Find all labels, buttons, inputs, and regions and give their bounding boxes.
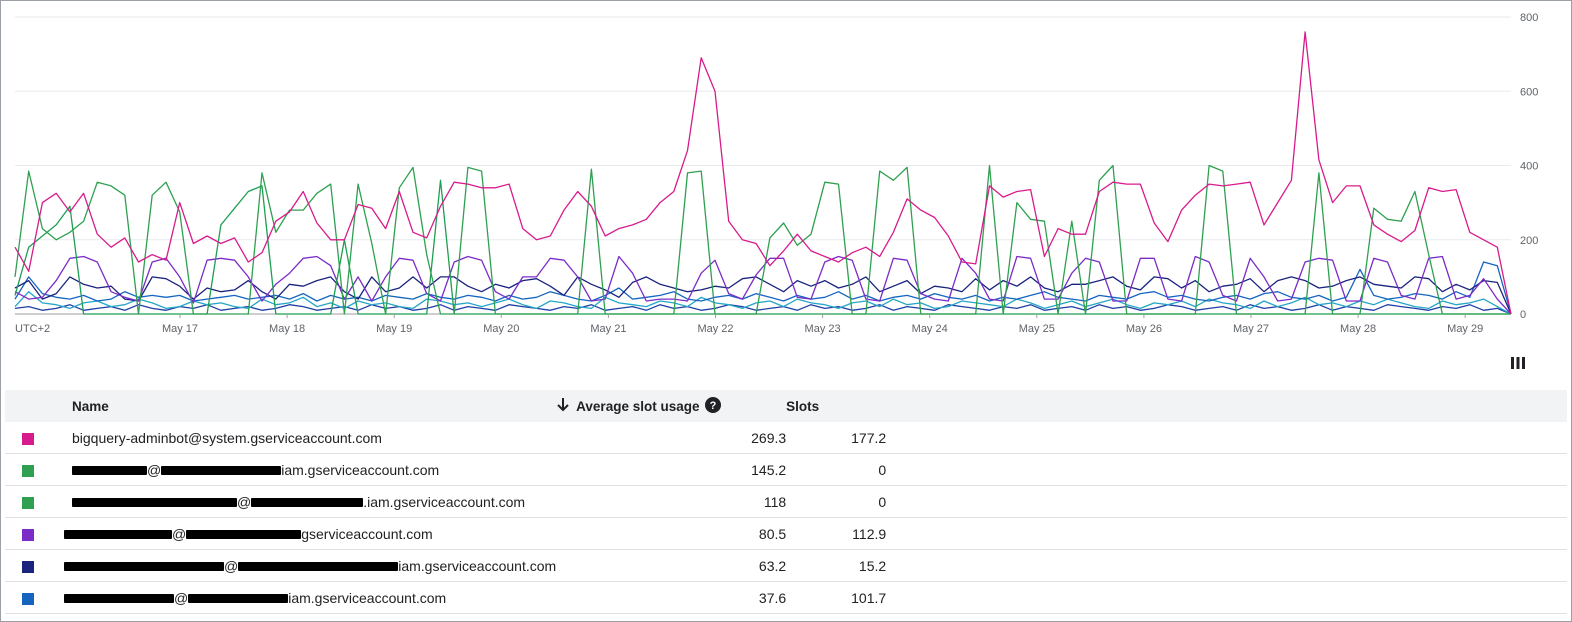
- avg-slot-value: 63.2: [556, 549, 787, 582]
- redaction-bar: [64, 562, 224, 572]
- svg-text:?: ?: [710, 400, 717, 412]
- series-color-swatch: [22, 528, 34, 541]
- slots-value: 0: [786, 453, 887, 486]
- series-line: [14, 255, 1512, 315]
- filler-header: [886, 390, 1567, 422]
- chart-grid: [15, 16, 1511, 315]
- avg-slot-value: 80.5: [556, 517, 787, 550]
- series-line: [14, 31, 1512, 315]
- view-column-icon[interactable]: [1510, 355, 1526, 371]
- x-tick-label: May 19: [376, 323, 412, 335]
- timezone-label: UTC+2: [15, 323, 50, 335]
- series-line: [14, 276, 1512, 315]
- chart-series-group: [14, 31, 1512, 315]
- slots-column-header[interactable]: Slots: [786, 390, 887, 422]
- account-name: @ iam.gserviceaccount.com: [64, 558, 556, 574]
- redaction-bar: [72, 466, 147, 476]
- series-line: [14, 291, 1512, 315]
- avg-slot-value: 118: [556, 485, 787, 518]
- x-tick-label: May 22: [697, 323, 733, 335]
- redaction-bar: [186, 530, 302, 540]
- account-name: @ .iam.gserviceaccount.com: [72, 494, 525, 510]
- y-tick-label: 600: [1520, 86, 1538, 98]
- arrow-down-icon[interactable]: [556, 397, 570, 416]
- table-row[interactable]: @ iam.gserviceaccount.com 145.2 0: [5, 453, 1567, 486]
- x-tick-label: May 29: [1447, 323, 1483, 335]
- account-name: bigquery-adminbot@system.gserviceaccount…: [72, 429, 382, 446]
- table-row[interactable]: @ iam.gserviceaccount.com 37.6 101.7: [5, 581, 1567, 614]
- series-table: Name Average slot usage ? Slots bigquery…: [5, 390, 1567, 614]
- x-tick-label: May 23: [805, 323, 841, 335]
- account-name: @ iam.gserviceaccount.com: [72, 462, 439, 478]
- series-color-swatch: [22, 464, 34, 477]
- series-color-swatch: [22, 592, 34, 605]
- series-color-swatch: [22, 560, 34, 573]
- table-row[interactable]: @ iam.gserviceaccount.com 63.2 15.2: [5, 549, 1567, 582]
- y-tick-label: 200: [1520, 235, 1538, 247]
- avg-slot-value: 269.3: [556, 422, 787, 454]
- table-row[interactable]: @ .iam.gserviceaccount.com 118 0: [5, 485, 1567, 518]
- x-tick-label: May 21: [590, 323, 626, 335]
- name-column-header[interactable]: Name: [72, 390, 557, 422]
- x-tick-label: May 17: [162, 323, 198, 335]
- x-tick-label: May 28: [1340, 323, 1376, 335]
- avg-header-label: Average slot usage: [576, 398, 700, 414]
- series-line: [14, 261, 1512, 315]
- y-tick-label: 400: [1520, 161, 1538, 173]
- series-line: [14, 164, 1511, 315]
- redaction-bar: [64, 594, 174, 604]
- series-line: [14, 304, 1512, 315]
- redaction-bar: [72, 498, 237, 508]
- avg-slot-value: 145.2: [556, 453, 787, 486]
- y-tick-label: 800: [1520, 12, 1538, 24]
- slots-value: 0: [786, 485, 887, 518]
- table-row[interactable]: @ gserviceaccount.com 80.5 112.9: [5, 517, 1567, 550]
- redaction-bar: [238, 562, 399, 572]
- x-tick-label: May 26: [1126, 323, 1162, 335]
- redaction-bar: [64, 530, 172, 540]
- redaction-bar: [161, 466, 282, 476]
- x-tick-label: May 20: [483, 323, 519, 335]
- x-tick-label: May 27: [1233, 323, 1269, 335]
- slots-value: 15.2: [786, 549, 887, 582]
- avg-slot-value: 37.6: [556, 581, 787, 614]
- swatch-header: [5, 390, 72, 422]
- slots-value: 101.7: [786, 581, 887, 614]
- account-name: @ gserviceaccount.com: [64, 526, 433, 542]
- series-color-swatch: [22, 432, 34, 445]
- slots-header-label: Slots: [786, 398, 820, 414]
- series-color-swatch: [22, 496, 34, 509]
- redaction-bar: [188, 594, 289, 604]
- slots-value: 177.2: [786, 422, 887, 454]
- chart-axes: 0 200 400 600 800 UTC+2 May 17 May 18 May 19 May …: [15, 12, 1538, 335]
- slots-value: 112.9: [786, 517, 887, 550]
- name-header-label: Name: [72, 398, 109, 414]
- y-tick-label: 0: [1520, 309, 1526, 321]
- avg-column-header[interactable]: Average slot usage ?: [556, 390, 787, 422]
- account-name: @ iam.gserviceaccount.com: [64, 590, 446, 606]
- x-tick-label: May 18: [269, 323, 305, 335]
- help-circle-icon[interactable]: ?: [705, 396, 722, 416]
- x-tick-label: May 25: [1019, 323, 1055, 335]
- table-row[interactable]: bigquery-adminbot@system.gserviceaccount…: [5, 422, 1567, 454]
- table-header-row: Name Average slot usage ? Slots: [5, 390, 1567, 422]
- redaction-bar: [251, 498, 364, 508]
- x-tick-label: May 24: [912, 323, 948, 335]
- slot-usage-line-chart: 0 200 400 600 800 UTC+2 May 17 May 18 May 19 May …: [14, 12, 1538, 335]
